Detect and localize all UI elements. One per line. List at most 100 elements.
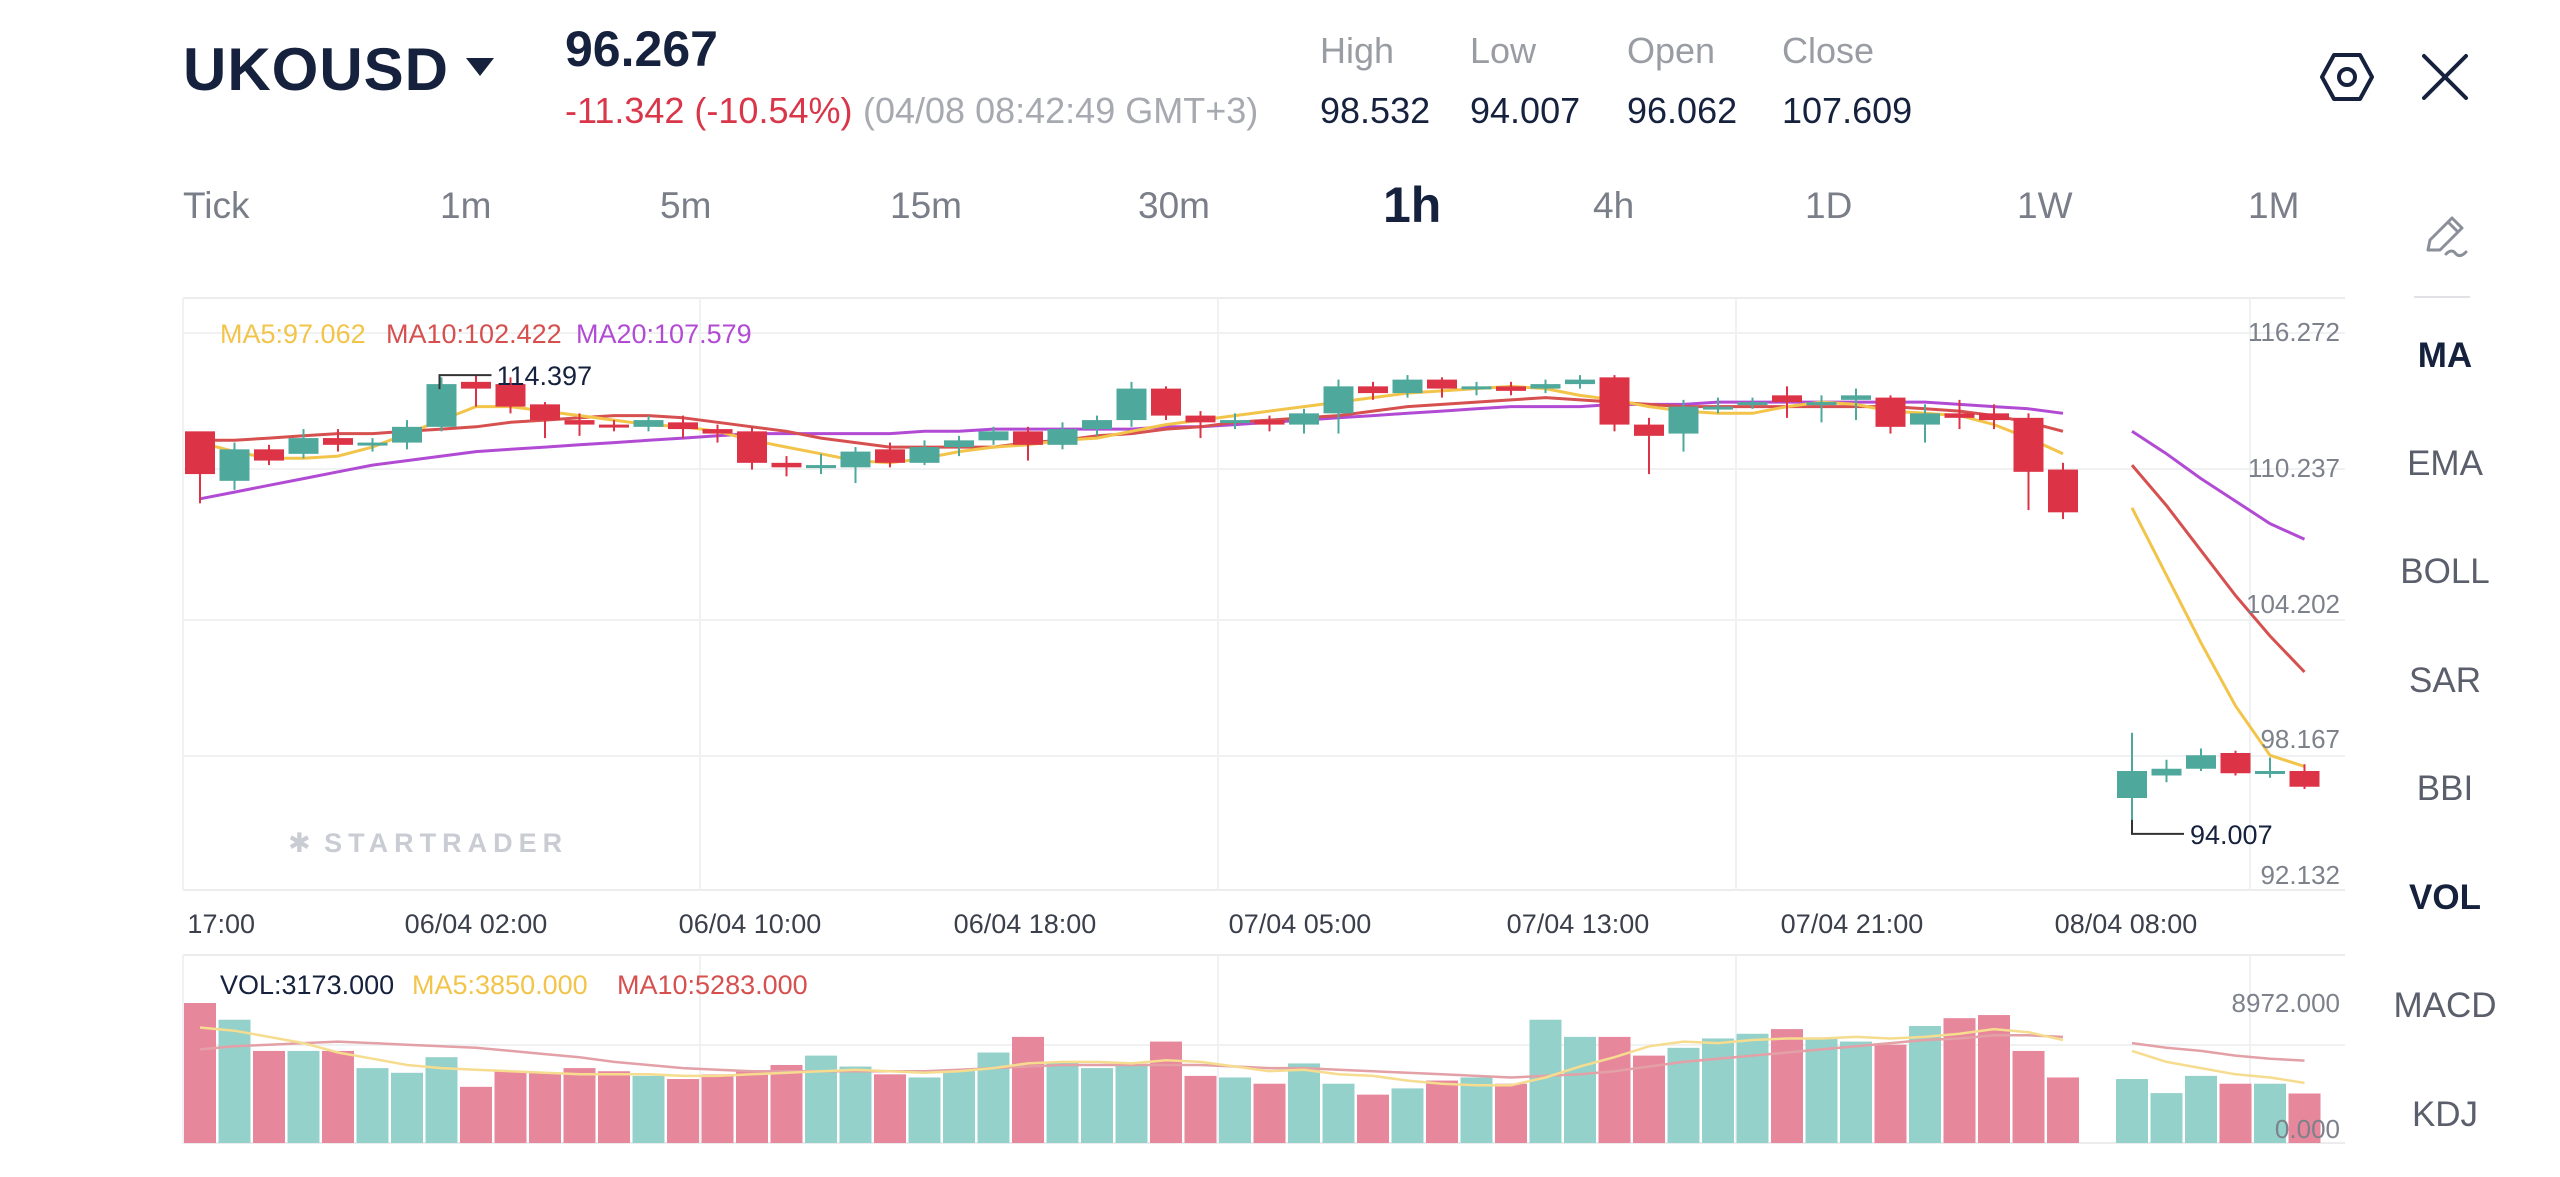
watermark: ✱ STARTRADER [288,828,568,859]
symbol-dropdown-icon[interactable] [466,58,494,76]
close-value: 107.609 [1782,90,1913,131]
indicator-ma[interactable]: MA [2417,336,2473,375]
candle-body [1323,386,1354,414]
tab-15m[interactable]: 15m [890,185,962,226]
indicator-kdj[interactable]: KDJ [2411,1095,2479,1134]
candle-body [185,431,215,475]
indicator-vol[interactable]: VOL [2409,878,2481,917]
volume-bar [1771,1029,1803,1143]
candle-body [2013,417,2044,472]
volume-bar [2116,1079,2148,1143]
volume-bar [1046,1061,1079,1143]
tab-4h[interactable]: 4h [1593,185,1635,226]
candle-body [2151,768,2182,776]
close-icon [2422,54,2468,100]
candle-body [1082,420,1112,430]
high-value: 98.532 [1320,90,1431,131]
volume-bar [1805,1038,1838,1143]
legend-vol: VOL:3173.000 [220,970,394,1000]
candle-body [288,438,319,454]
volume-bar [770,1064,803,1143]
indicator-ema[interactable]: EMA [2407,444,2483,483]
candle-body [1599,377,1630,425]
volume-bar [1391,1088,1424,1143]
candle-body [2048,469,2078,513]
settings-button[interactable] [2320,50,2374,104]
ma-lines [199,384,2306,768]
tab-1w[interactable]: 1W [2017,185,2073,226]
candle-body [944,440,974,448]
close-label: Close [1782,30,1875,71]
candle-body [1047,429,1078,445]
candle-body [1427,379,1457,389]
x-axis-label: 07/04 05:00 [1229,909,1372,939]
tab-tick[interactable]: Tick [183,185,250,226]
tab-1h[interactable]: 1h [1383,177,1442,233]
open-value: 96.062 [1627,90,1738,131]
candle-body [254,449,284,461]
candle-body [495,384,526,407]
candlesticks [185,375,2320,834]
candle-body [1254,420,1285,425]
candle-body [530,404,560,421]
y-axis-label: 92.132 [2260,860,2340,890]
candle-body [323,438,353,445]
legend-ma5: MA5:97.062 [220,319,366,349]
draw-tool-button[interactable] [2420,210,2470,260]
tab-1d[interactable]: 1D [1805,185,1853,226]
candle-body [909,447,940,463]
candle-body [1461,386,1492,390]
volume-bar [1219,1077,1251,1143]
volume-bar [701,1074,734,1143]
volume-bar [1736,1033,1769,1143]
volume-bar [2150,1093,2183,1143]
candle-body [1772,395,1802,403]
tab-30m[interactable]: 30m [1138,185,1210,226]
volume-bar [218,1019,251,1143]
symbol-title[interactable]: UKOUSD [183,36,450,103]
volume-bar [1495,1083,1527,1143]
indicator-boll[interactable]: BOLL [2400,552,2490,591]
volume-bar [253,1050,285,1143]
tab-1mo[interactable]: 1M [2248,185,2300,226]
close-button[interactable] [2418,50,2472,104]
volume-bar [1529,1019,1562,1143]
volume-bar [1874,1044,1907,1143]
volume-bar [1288,1063,1320,1143]
volume-bar [425,1057,458,1143]
candle-body [1151,388,1181,416]
quote-timestamp: (04/08 08:42:49 GMT+3) [863,90,1259,131]
candle-body [806,465,836,469]
volume-chart [184,1003,2321,1143]
indicator-macd[interactable]: MACD [2393,986,2497,1025]
volume-bar [1702,1038,1734,1143]
indicator-bbi[interactable]: BBI [2416,769,2474,808]
candle-body [1220,420,1250,424]
volume-bar [356,1068,389,1143]
volume-bar [839,1066,872,1143]
volume-bar [1253,1083,1286,1143]
vol-ma5-line [199,1026,2305,1087]
candle-body [1668,406,1699,434]
price-change: -11.342 (-10.54%) [565,90,853,131]
volume-bar [184,1003,216,1143]
volume-bar [805,1055,837,1143]
high-marker-line [438,374,492,390]
tab-1m[interactable]: 1m [440,185,492,226]
x-axis-label: 06/04 10:00 [679,909,822,939]
candle-body [737,431,767,463]
x-axis-label: 07/04 13:00 [1507,909,1650,939]
candle-body [771,462,802,468]
candle-body [564,420,595,425]
volume-bar [1322,1083,1355,1143]
candle-body [1289,413,1319,425]
indicator-sar[interactable]: SAR [2409,661,2481,700]
candle-body [668,422,698,430]
tab-5m[interactable]: 5m [660,185,712,226]
candle-body [2117,770,2147,798]
volume-bar [1184,1075,1217,1143]
candle-body [461,381,491,389]
volume-bar [1357,1094,1389,1143]
high-label: High [1320,30,1395,71]
